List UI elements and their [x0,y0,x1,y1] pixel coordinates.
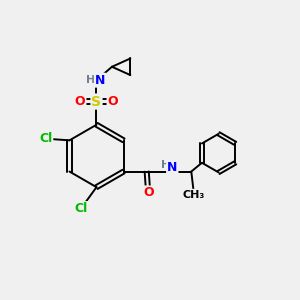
Text: S: S [92,94,101,109]
Text: N: N [95,74,105,87]
Text: Cl: Cl [39,132,52,145]
Text: Cl: Cl [74,202,87,215]
Text: O: O [143,186,154,200]
Text: N: N [167,160,178,174]
Text: H: H [161,160,170,170]
Text: CH₃: CH₃ [182,190,205,200]
Text: O: O [75,95,86,108]
Text: H: H [86,75,95,85]
Text: O: O [107,95,118,108]
